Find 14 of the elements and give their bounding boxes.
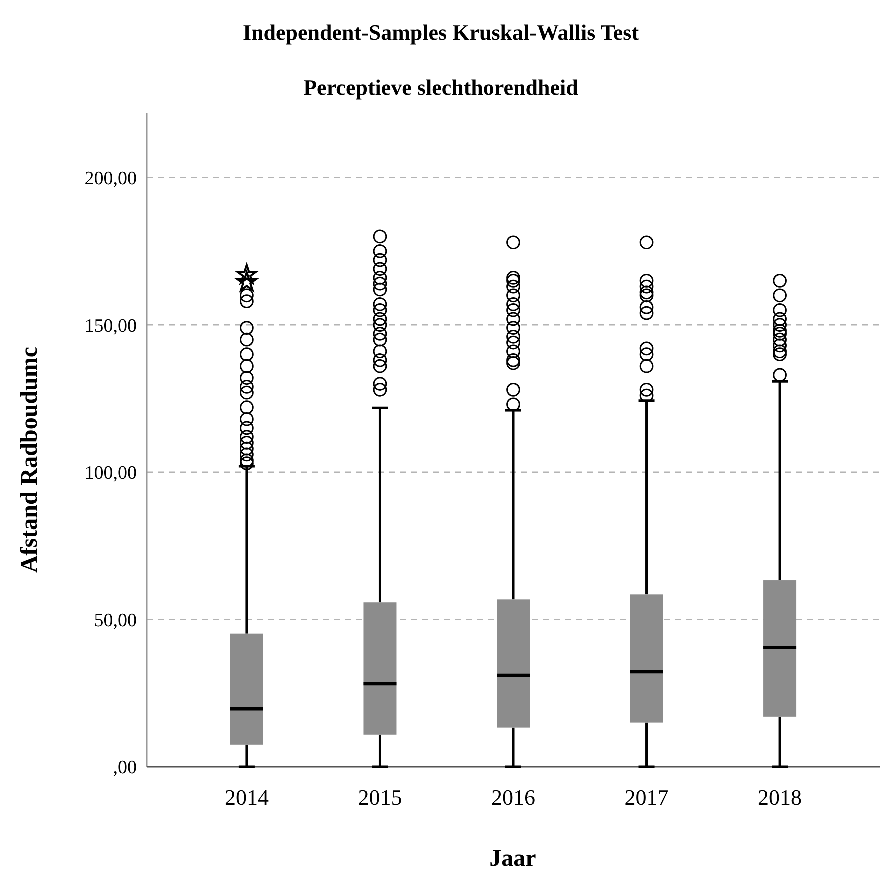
x-tick-label: 2016 <box>492 785 536 810</box>
chart-subtitle: Perceptieve slechthorendheid <box>304 75 578 100</box>
y-tick-label: 150,00 <box>84 316 137 337</box>
chart-title: Independent-Samples Kruskal-Wallis Test <box>242 20 640 45</box>
y-axis-title: Afstand Radboudumc <box>17 346 43 574</box>
x-axis-title: Jaar <box>490 846 537 871</box>
y-tick-label: 50,00 <box>94 610 137 632</box>
x-tick-label: 2018 <box>758 785 802 810</box>
x-tick-label: 2017 <box>624 785 669 810</box>
y-tick-label: 100,00 <box>84 463 137 484</box>
x-tick-label: 2014 <box>224 785 269 810</box>
x-tick-label: 2015 <box>358 785 402 810</box>
y-tick-label: ,00 <box>113 758 137 779</box>
y-tick-label: 200,00 <box>84 168 137 190</box>
